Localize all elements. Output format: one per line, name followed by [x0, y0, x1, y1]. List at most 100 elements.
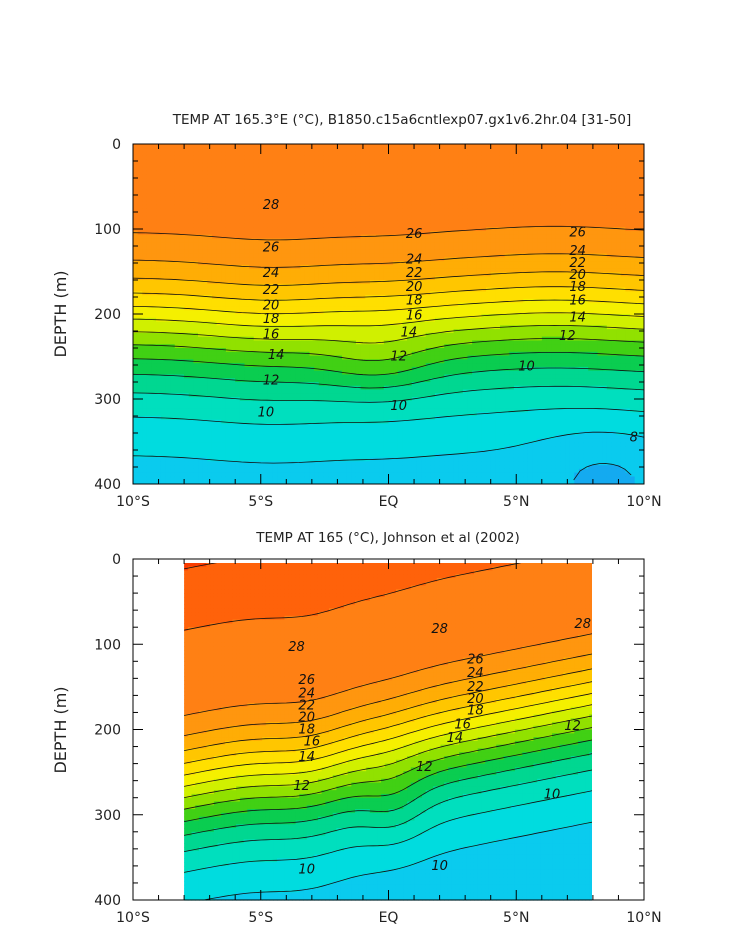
- heat-cell: [369, 427, 376, 432]
- heat-cell: [314, 434, 320, 440]
- heat-cell: [323, 397, 329, 402]
- heat-cell: [146, 431, 153, 436]
- heat-cell: [170, 155, 176, 160]
- heat-cell: [239, 276, 246, 281]
- heat-cell: [188, 193, 194, 198]
- heat-cell: [300, 204, 306, 209]
- heat-cell: [374, 204, 380, 209]
- heat-cell: [383, 268, 390, 274]
- heat-cell: [258, 287, 264, 292]
- heat-cell: [221, 295, 227, 300]
- heat-cell: [360, 476, 366, 481]
- heat-cell: [267, 208, 273, 213]
- heat-cell: [290, 366, 297, 372]
- heat-cell: [355, 219, 362, 224]
- heat-cell: [235, 280, 241, 285]
- heat-cell: [374, 166, 380, 172]
- heat-cell: [160, 193, 167, 198]
- heat-cell: [230, 427, 236, 432]
- heat-cell: [193, 431, 199, 436]
- heat-cell: [198, 159, 204, 164]
- heat-cell: [170, 170, 176, 175]
- heat-cell: [328, 151, 334, 156]
- heat-cell: [221, 170, 227, 175]
- heat-cell: [379, 389, 385, 394]
- heat-cell: [207, 302, 213, 308]
- heat-cell: [230, 159, 236, 164]
- heat-cell: [290, 431, 297, 436]
- heat-cell: [360, 419, 366, 425]
- heat-cell: [225, 389, 232, 394]
- heat-cell: [360, 287, 366, 292]
- heat-cell: [184, 461, 190, 466]
- heat-cell: [179, 382, 185, 387]
- heat-cell: [332, 431, 338, 436]
- heat-cell: [374, 412, 380, 417]
- heat-cell: [216, 423, 222, 428]
- heat-cell: [198, 480, 204, 484]
- heat-cell: [174, 431, 181, 436]
- heat-cell: [249, 204, 255, 209]
- heat-cell: [225, 397, 232, 402]
- heat-cell: [332, 283, 338, 289]
- heat-cell: [244, 147, 250, 153]
- heat-cell: [351, 227, 357, 232]
- heat-cell: [230, 166, 236, 172]
- heat-cell: [290, 397, 297, 402]
- heat-cell: [379, 181, 385, 187]
- heat-cell: [388, 264, 394, 270]
- heat-cell: [295, 419, 301, 425]
- heat-cell: [355, 147, 362, 153]
- heat-cell: [170, 329, 176, 334]
- heat-cell: [179, 200, 185, 206]
- heat-cell: [281, 170, 287, 175]
- heat-cell: [346, 408, 352, 413]
- heat-cell: [272, 438, 278, 444]
- heat-cell: [151, 246, 157, 251]
- heat-cell: [235, 385, 241, 391]
- heat-cell: [170, 423, 176, 428]
- heat-cell: [346, 185, 352, 190]
- heat-cell: [281, 280, 287, 285]
- heat-cell: [388, 227, 394, 232]
- heat-cell: [165, 382, 171, 387]
- heat-cell: [198, 457, 204, 462]
- heat-cell: [174, 261, 181, 266]
- heat-cell: [137, 310, 143, 315]
- heat-cell: [314, 212, 320, 217]
- heat-cell: [337, 238, 343, 243]
- heat-cell: [383, 227, 390, 232]
- heat-cell: [300, 397, 306, 402]
- heat-cell: [221, 400, 227, 406]
- heat-cell: [295, 438, 301, 444]
- heat-cell: [318, 242, 325, 247]
- heat-cell: [374, 174, 380, 179]
- heat-cell: [332, 359, 338, 364]
- heat-cell: [225, 261, 232, 266]
- heat-cell: [179, 348, 185, 353]
- heat-cell: [235, 196, 241, 202]
- heat-cell: [258, 246, 264, 251]
- heat-cell: [216, 212, 222, 217]
- heat-cell: [146, 412, 153, 417]
- heat-cell: [263, 374, 269, 379]
- heat-cell: [230, 200, 236, 206]
- heat-cell: [146, 196, 153, 202]
- heat-cell: [202, 298, 208, 304]
- heat-cell: [369, 249, 376, 255]
- heat-cell: [360, 423, 366, 428]
- heat-cell: [156, 389, 162, 394]
- heat-cell: [290, 385, 297, 391]
- heat-cell: [346, 227, 352, 232]
- heat-cell: [300, 465, 306, 470]
- heat-cell: [249, 208, 255, 213]
- heat-cell: [156, 151, 162, 156]
- heat-cell: [267, 234, 273, 240]
- heat-cell: [142, 283, 148, 289]
- heat-cell: [160, 215, 167, 221]
- heat-cell: [146, 219, 153, 224]
- heat-cell: [304, 208, 311, 213]
- heat-cell: [202, 162, 208, 168]
- heat-cell: [160, 453, 167, 459]
- heat-cell: [332, 306, 338, 311]
